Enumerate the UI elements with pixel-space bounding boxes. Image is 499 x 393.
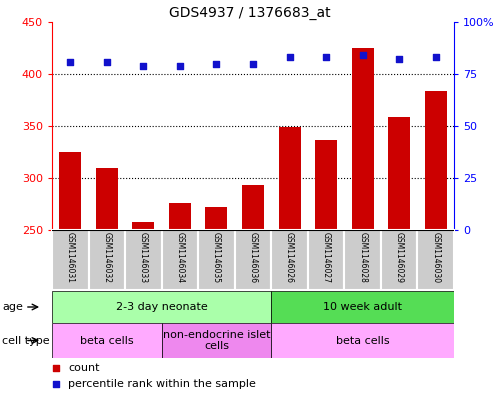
Text: 2-3 day neonate: 2-3 day neonate: [116, 302, 208, 312]
Bar: [52, 291, 271, 323]
Bar: [59, 152, 81, 230]
Bar: [206, 207, 228, 230]
Text: beta cells: beta cells: [80, 336, 134, 345]
Bar: [278, 127, 300, 230]
Point: [139, 62, 147, 69]
Point: [176, 62, 184, 69]
Bar: [418, 230, 454, 290]
Text: GSM1146033: GSM1146033: [139, 232, 148, 283]
Bar: [52, 323, 162, 358]
Text: age: age: [2, 302, 23, 312]
Bar: [271, 323, 454, 358]
Point: [52, 365, 60, 371]
Text: GSM1146031: GSM1146031: [66, 232, 75, 283]
Bar: [96, 167, 118, 230]
Bar: [381, 230, 418, 290]
Text: GSM1146030: GSM1146030: [431, 232, 440, 283]
Bar: [388, 117, 410, 230]
Bar: [162, 230, 198, 290]
Text: 10 week adult: 10 week adult: [323, 302, 402, 312]
Point: [322, 54, 330, 61]
Text: GSM1146032: GSM1146032: [102, 232, 111, 283]
Text: GSM1146026: GSM1146026: [285, 232, 294, 283]
Bar: [132, 222, 154, 230]
Bar: [88, 230, 125, 290]
Text: non-endocrine islet
cells: non-endocrine islet cells: [163, 330, 270, 351]
Bar: [235, 230, 271, 290]
Text: GSM1146027: GSM1146027: [321, 232, 331, 283]
Point: [213, 61, 221, 67]
Bar: [162, 323, 271, 358]
Point: [285, 54, 293, 61]
Point: [103, 59, 111, 65]
Text: GSM1146035: GSM1146035: [212, 232, 221, 283]
Bar: [315, 140, 337, 230]
Text: GSM1146028: GSM1146028: [358, 232, 367, 283]
Bar: [52, 230, 88, 290]
Bar: [308, 230, 344, 290]
Text: GDS4937 / 1376683_at: GDS4937 / 1376683_at: [169, 6, 330, 20]
Bar: [198, 230, 235, 290]
Bar: [271, 230, 308, 290]
Point: [249, 61, 257, 67]
Bar: [125, 230, 162, 290]
Text: beta cells: beta cells: [336, 336, 389, 345]
Text: percentile rank within the sample: percentile rank within the sample: [68, 379, 256, 389]
Bar: [242, 185, 264, 230]
Text: GSM1146036: GSM1146036: [249, 232, 257, 283]
Text: cell type: cell type: [2, 336, 50, 345]
Bar: [352, 48, 374, 230]
Bar: [271, 291, 454, 323]
Point: [66, 59, 74, 65]
Point: [432, 54, 440, 61]
Point: [359, 52, 367, 59]
Text: GSM1146034: GSM1146034: [176, 232, 185, 283]
Point: [395, 56, 403, 62]
Bar: [169, 203, 191, 230]
Text: GSM1146029: GSM1146029: [395, 232, 404, 283]
Bar: [425, 91, 447, 230]
Text: count: count: [68, 363, 100, 373]
Point: [52, 381, 60, 387]
Bar: [344, 230, 381, 290]
